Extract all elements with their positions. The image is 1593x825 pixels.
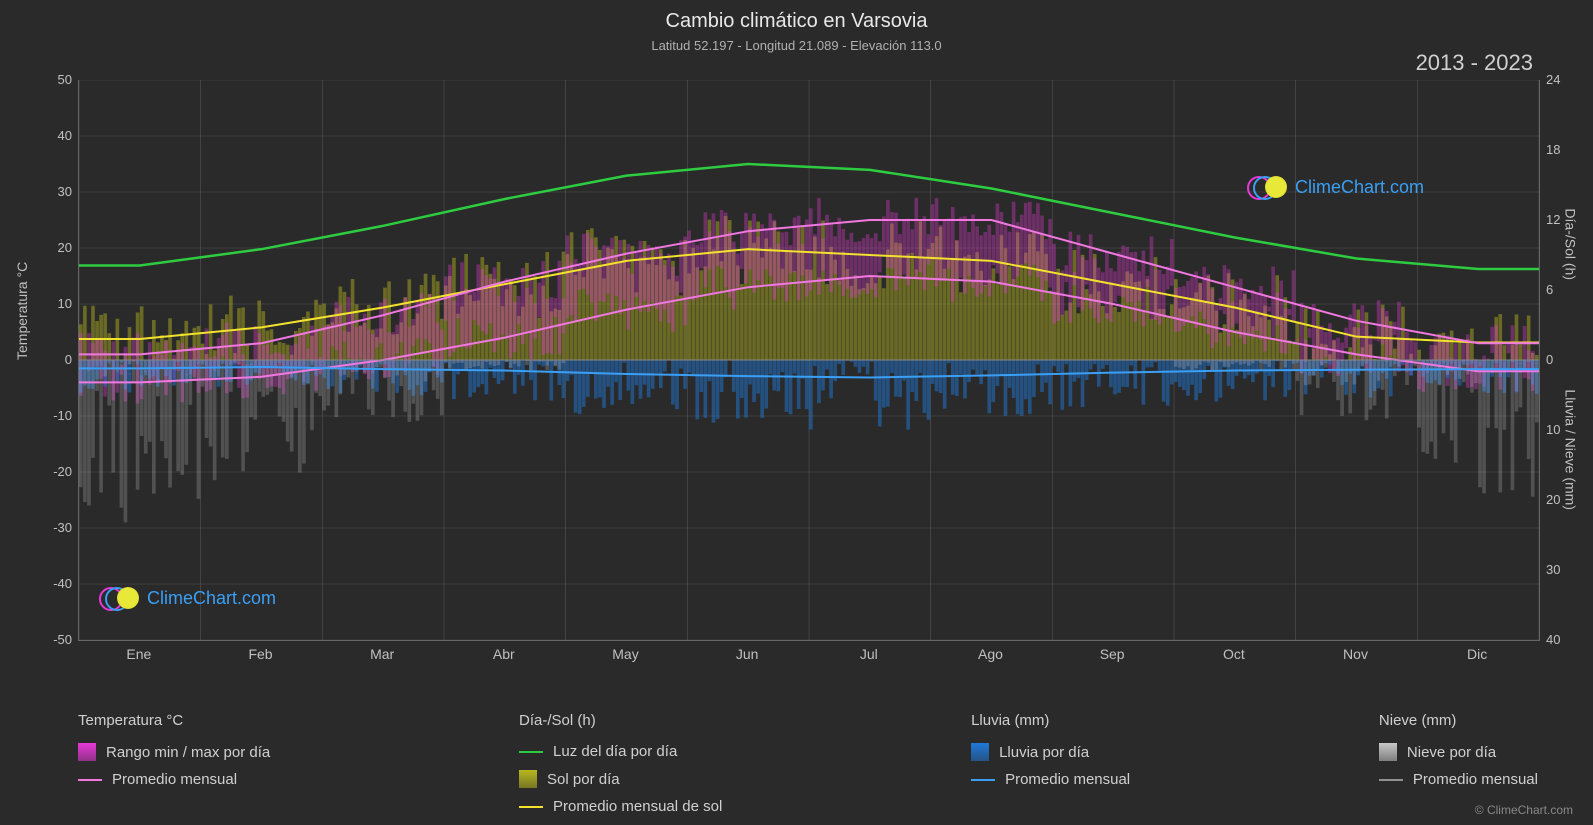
legend-sun: Sol por día xyxy=(519,770,722,788)
left-tick: 10 xyxy=(40,296,72,311)
x-tick-month: Ene xyxy=(119,646,159,662)
x-tick-month: Feb xyxy=(241,646,281,662)
legend-group-rain: Lluvia (mm) Lluvia por día Promedio mens… xyxy=(971,712,1130,815)
legend-header-snow: Nieve (mm) xyxy=(1379,712,1538,729)
left-tick: 50 xyxy=(40,72,72,87)
left-axis-label: Temperatura °C xyxy=(14,262,30,360)
right-tick-sun: 24 xyxy=(1546,72,1560,87)
left-tick: -50 xyxy=(40,632,72,647)
right-tick-sun: 0 xyxy=(1546,352,1553,367)
plot-area: ClimeChart.com ClimeChart.com xyxy=(78,80,1540,641)
x-tick-month: May xyxy=(606,646,646,662)
watermark-text: ClimeChart.com xyxy=(147,588,276,609)
left-tick: 20 xyxy=(40,240,72,255)
legend-group-daysun: Día-/Sol (h) Luz del día por día Sol por… xyxy=(519,712,722,815)
legend-swatch-temp-range xyxy=(78,743,96,761)
legend-line-daylight xyxy=(519,751,543,753)
watermark-text: ClimeChart.com xyxy=(1295,177,1424,198)
x-tick-month: Jun xyxy=(727,646,767,662)
x-tick-month: Nov xyxy=(1336,646,1376,662)
left-tick: 30 xyxy=(40,184,72,199)
right-tick-precip: 20 xyxy=(1546,492,1560,507)
legend-group-snow: Nieve (mm) Nieve por día Promedio mensua… xyxy=(1379,712,1538,815)
right-tick-precip: 10 xyxy=(1546,422,1560,437)
left-tick: -40 xyxy=(40,576,72,591)
legend-snow-daily: Nieve por día xyxy=(1379,743,1538,761)
left-tick: -30 xyxy=(40,520,72,535)
right-tick-sun: 18 xyxy=(1546,142,1560,157)
chart-subtitle: Latitud 52.197 - Longitud 21.089 - Eleva… xyxy=(0,38,1593,53)
right-tick-sun: 6 xyxy=(1546,282,1553,297)
right-tick-precip: 40 xyxy=(1546,632,1560,647)
watermark-top: ClimeChart.com xyxy=(1247,175,1424,199)
legend-swatch-snow xyxy=(1379,743,1397,761)
legend-sun-avg: Promedio mensual de sol xyxy=(519,798,722,815)
copyright: © ClimeChart.com xyxy=(1475,803,1573,817)
right-axis-label-precip: Lluvia / Nieve (mm) xyxy=(1563,389,1579,510)
legend-daylight: Luz del día por día xyxy=(519,743,722,760)
watermark-bottom: ClimeChart.com xyxy=(99,586,276,610)
left-tick: -20 xyxy=(40,464,72,479)
x-tick-month: Sep xyxy=(1092,646,1132,662)
legend: Temperatura °C Rango min / max por día P… xyxy=(78,712,1538,815)
left-tick: 40 xyxy=(40,128,72,143)
legend-swatch-rain xyxy=(971,743,989,761)
chart-title: Cambio climático en Varsovia xyxy=(0,10,1593,33)
watermark-logo-icon xyxy=(1247,175,1289,199)
legend-temp-avg: Promedio mensual xyxy=(78,771,270,788)
legend-header-temp: Temperatura °C xyxy=(78,712,270,729)
legend-line-snow-avg xyxy=(1379,779,1403,781)
right-tick-sun: 12 xyxy=(1546,212,1560,227)
x-tick-month: Ago xyxy=(971,646,1011,662)
x-tick-month: Mar xyxy=(362,646,402,662)
legend-line-temp-avg xyxy=(78,779,102,781)
legend-line-sun-avg xyxy=(519,806,543,808)
legend-rain-avg: Promedio mensual xyxy=(971,771,1130,788)
legend-swatch-sun xyxy=(519,770,537,788)
plot-svg xyxy=(79,80,1539,640)
legend-line-rain-avg xyxy=(971,779,995,781)
left-tick: 0 xyxy=(40,352,72,367)
legend-snow-avg: Promedio mensual xyxy=(1379,771,1538,788)
legend-header-rain: Lluvia (mm) xyxy=(971,712,1130,729)
right-axis-label-daysun: Día-/Sol (h) xyxy=(1563,208,1579,280)
x-tick-month: Oct xyxy=(1214,646,1254,662)
legend-rain-daily: Lluvia por día xyxy=(971,743,1130,761)
climate-chart: Cambio climático en Varsovia Latitud 52.… xyxy=(0,0,1593,825)
year-range-label: 2013 - 2023 xyxy=(1416,50,1533,76)
legend-group-temp: Temperatura °C Rango min / max por día P… xyxy=(78,712,270,815)
x-tick-month: Dic xyxy=(1457,646,1497,662)
left-tick: -10 xyxy=(40,408,72,423)
right-tick-precip: 30 xyxy=(1546,562,1560,577)
x-tick-month: Jul xyxy=(849,646,889,662)
legend-header-daysun: Día-/Sol (h) xyxy=(519,712,722,729)
x-tick-month: Abr xyxy=(484,646,524,662)
watermark-logo-icon xyxy=(99,586,141,610)
legend-temp-range: Rango min / max por día xyxy=(78,743,270,761)
